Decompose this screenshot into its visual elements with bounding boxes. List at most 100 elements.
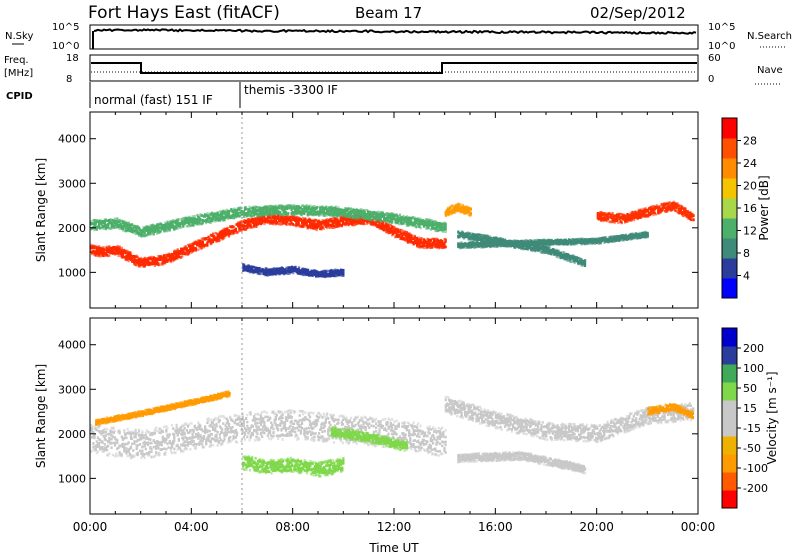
range-cell [460, 210, 463, 214]
range-cell [307, 269, 310, 272]
range-cell [421, 222, 424, 225]
range-cell [522, 245, 525, 249]
range-cell [140, 235, 143, 238]
range-cell [260, 272, 263, 275]
range-cell [222, 228, 225, 231]
range-cell [95, 247, 98, 251]
range-cell [677, 211, 680, 215]
range-cell [265, 219, 268, 223]
range-cell [449, 210, 452, 214]
range-cell [469, 208, 472, 211]
range-cell [353, 223, 356, 227]
range-cell [153, 224, 156, 228]
range-cell [384, 213, 387, 216]
range-cell [230, 229, 233, 233]
range-cell [288, 272, 291, 275]
range-cell [189, 220, 192, 223]
range-cell [148, 263, 151, 267]
range-cell [567, 259, 571, 262]
range-cell [292, 271, 295, 275]
range-cell [274, 215, 277, 219]
range-cell [156, 261, 159, 265]
range-cell [238, 214, 241, 218]
range-cell [313, 273, 316, 277]
range-cell [288, 266, 291, 269]
range-cell [308, 204, 312, 208]
range-cell [144, 229, 147, 232]
range-cell [99, 251, 102, 254]
range-cell [667, 208, 670, 211]
range-cell [465, 244, 468, 248]
range-cell [361, 222, 364, 225]
range-cell [287, 212, 290, 215]
range-cell [177, 218, 180, 221]
range-cell [320, 272, 323, 275]
range-cell [684, 210, 687, 213]
range-cell [661, 203, 664, 206]
scatter-band [457, 230, 649, 250]
range-cell [115, 220, 118, 223]
range-cell [520, 246, 523, 249]
range-cell [466, 211, 469, 214]
range-cell [220, 218, 223, 222]
range-cell [247, 213, 250, 216]
range-cell [239, 228, 242, 232]
range-cell [482, 234, 485, 237]
range-cell [218, 239, 221, 242]
range-cell [190, 223, 193, 227]
range-cell [246, 220, 249, 224]
range-cell [303, 208, 306, 211]
range-cell [213, 237, 216, 241]
range-cell [136, 231, 139, 235]
range-cell [255, 220, 258, 224]
range-cell [256, 209, 259, 212]
range-cell [129, 251, 133, 255]
range-cell [117, 223, 120, 227]
range-cell [326, 269, 329, 273]
range-cell [197, 218, 200, 221]
range-cell [444, 227, 447, 231]
range-cell [332, 208, 335, 211]
range-cell [320, 222, 323, 226]
range-cell [540, 246, 543, 250]
range-cell [391, 219, 394, 223]
range-cell [389, 229, 392, 232]
range-cell [104, 246, 107, 249]
nsky-trace [93, 28, 697, 35]
range-cell [463, 245, 466, 248]
range-cell [563, 251, 566, 255]
range-cell [277, 271, 280, 275]
range-cell [160, 225, 163, 229]
range-cell [193, 214, 196, 218]
range-cell [110, 248, 113, 252]
range-cell [322, 227, 325, 230]
range-cell [404, 235, 407, 238]
range-cell [110, 247, 113, 250]
range-cell [296, 207, 299, 211]
range-cell [158, 226, 161, 230]
range-cell [332, 211, 335, 214]
range-cell [313, 209, 316, 213]
range-cell [361, 219, 364, 222]
range-cell [598, 211, 602, 214]
range-cell [338, 213, 341, 217]
range-cell [193, 221, 196, 225]
range-cell [307, 211, 310, 214]
range-cell [156, 232, 159, 235]
range-cell [218, 213, 221, 217]
range-cell [298, 211, 301, 215]
range-cell [255, 225, 258, 228]
range-cell [548, 248, 551, 252]
range-cell [150, 261, 153, 265]
range-cell [324, 219, 327, 222]
freq-panel-frame [89, 54, 699, 82]
range-cell [330, 220, 333, 223]
range-cell [296, 210, 299, 214]
range-cell [600, 211, 603, 214]
range-cell [251, 209, 255, 212]
range-cell [113, 251, 117, 255]
range-cell [319, 221, 322, 224]
range-cell [342, 270, 345, 273]
range-cell [253, 222, 256, 226]
range-cell [396, 215, 399, 218]
